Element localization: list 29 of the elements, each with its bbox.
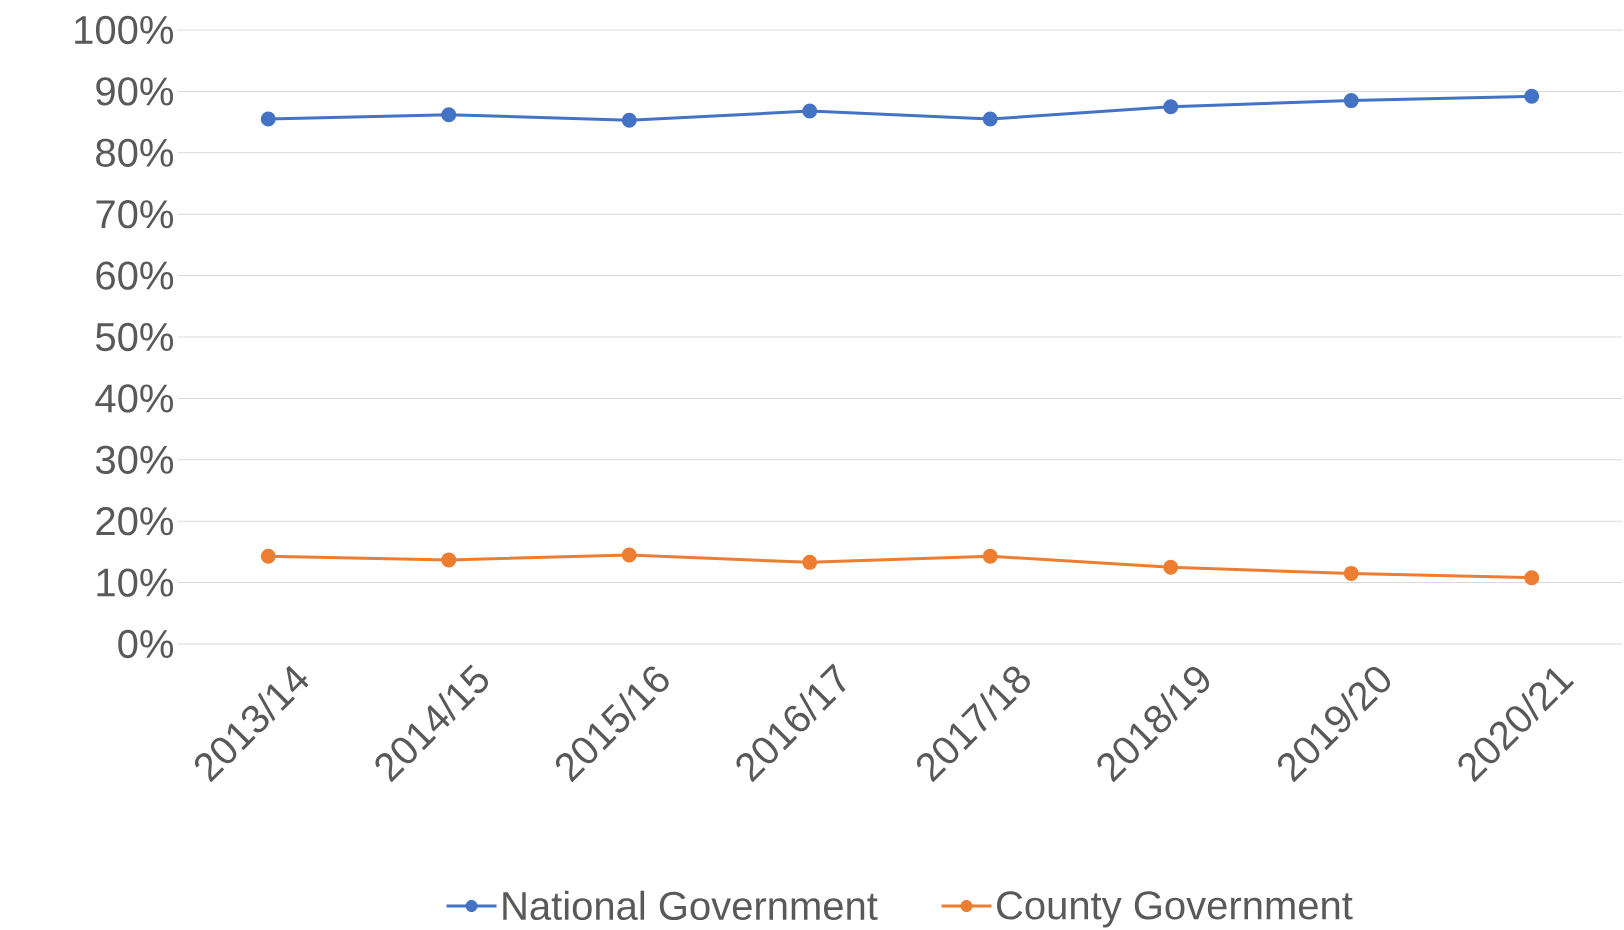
point [441,107,457,123]
y-tick-label: 80% [96,138,174,167]
y-tick-label: 60% [96,261,174,290]
y-tick-label: 20% [96,507,174,536]
legend-label: County Government [997,891,1353,928]
point [802,103,818,119]
y-tick-label: 100% [75,15,174,45]
point [1163,99,1179,115]
y-tick-label: 50% [96,322,174,352]
y-tick-label: 40% [95,384,174,413]
point [260,111,276,127]
point [802,554,818,570]
y-tick-label: 90% [96,77,174,106]
y-tick-label: 70% [96,200,174,229]
point [1524,88,1540,104]
point [982,111,998,127]
y-tick-label: 30% [95,445,174,474]
point [982,548,998,564]
legend-label: National Government [503,890,878,921]
point [441,552,457,568]
y-tick-label: 10% [97,568,174,597]
point [621,112,637,128]
point [1343,93,1359,109]
point [1163,559,1179,575]
point [260,548,276,564]
point [621,547,637,563]
y-tick-label: 0% [118,629,174,659]
point [1343,565,1359,581]
point [1524,570,1540,586]
